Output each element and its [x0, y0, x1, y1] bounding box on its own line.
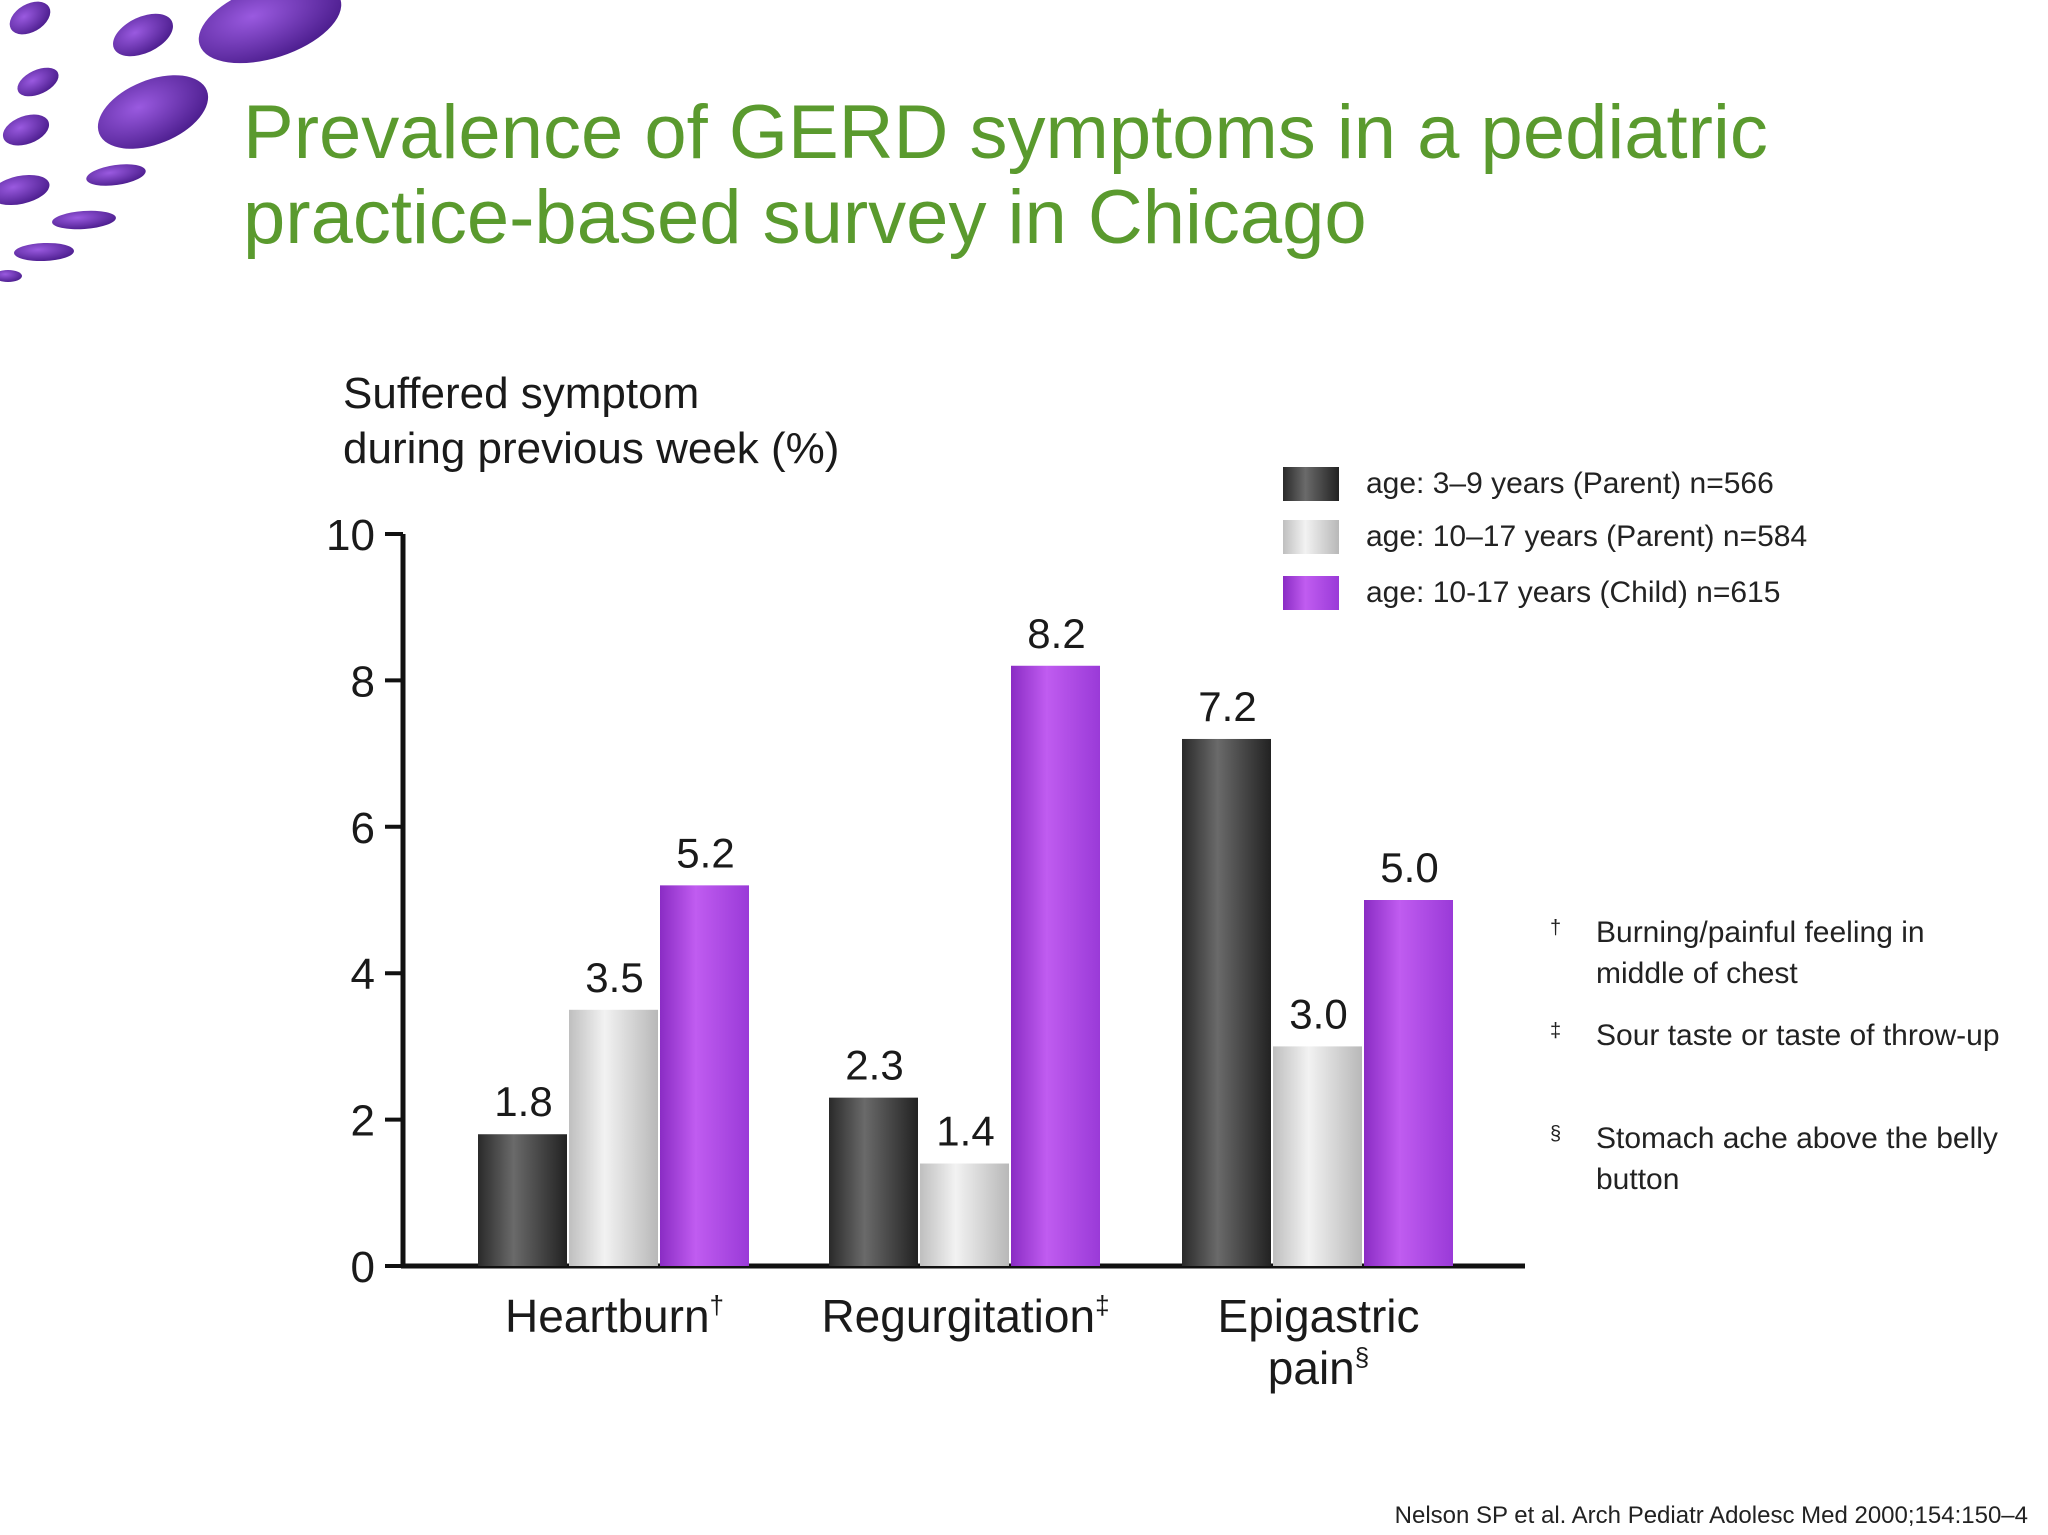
- category-label: pain§: [1268, 1342, 1369, 1394]
- bar-value-label: 1.4: [936, 1108, 994, 1155]
- bar-value-label: 3.0: [1289, 990, 1347, 1037]
- category-footnote-mark: ‡: [1095, 1290, 1109, 1320]
- bar-value-label: 3.5: [585, 954, 643, 1001]
- footnote-text: Stomach ache above the belly button: [1596, 1122, 1998, 1196]
- citation: Nelson SP et al. Arch Pediatr Adolesc Me…: [1394, 1502, 2028, 1529]
- bar: [660, 885, 749, 1266]
- y-tick-label: 4: [351, 950, 375, 999]
- category-footnote-mark: †: [710, 1290, 724, 1320]
- bar-value-label: 5.0: [1380, 844, 1438, 891]
- category-footnote-mark: §: [1355, 1342, 1369, 1372]
- legend-swatch-dark: [1283, 467, 1339, 501]
- footnote-text: Burning/painful feeling in middle of che…: [1596, 916, 1925, 990]
- bar: [478, 1134, 567, 1266]
- y-axis-label-line-1: Suffered symptom: [343, 369, 700, 418]
- legend-label: age: 10-17 years (Child) n=615: [1366, 576, 1781, 609]
- category-label: Heartburn†: [505, 1290, 724, 1342]
- bar: [1273, 1046, 1362, 1266]
- y-tick-label: 10: [326, 511, 375, 560]
- footnote-heartburn: † Burning/painful feeling in middle of c…: [1550, 912, 2020, 994]
- bar: [1364, 900, 1453, 1266]
- bar: [1182, 738, 1271, 1266]
- bar: [1011, 665, 1100, 1266]
- footnote-mark: †: [1550, 917, 1562, 939]
- slide-title-line-2: practice-based survey in Chicago: [243, 175, 1367, 260]
- chart-bars: 1.8 3.5 5.2 2.3 1.4 8.2 7.2 3.0 5.0: [478, 610, 1453, 1266]
- legend-item-parent-3-9: age: 3–9 years (Parent) n=566: [1283, 467, 1774, 501]
- bar: [829, 1097, 918, 1266]
- bar-value-label: 7.2: [1198, 683, 1256, 730]
- legend-item-parent-10-17: age: 10–17 years (Parent) n=584: [1283, 520, 1807, 554]
- bar: [569, 1009, 658, 1266]
- bar-value-label: 5.2: [676, 829, 734, 876]
- legend-swatch-light: [1283, 520, 1339, 554]
- logo-graphic: [0, 0, 342, 282]
- y-tick-label: 6: [351, 804, 375, 853]
- bar: [920, 1163, 1009, 1266]
- category-label: Epigastric: [1218, 1290, 1420, 1342]
- y-tick-label: 8: [351, 657, 375, 706]
- footnote-text: Sour taste or taste of throw-up: [1596, 1019, 2000, 1052]
- bar-value-label: 2.3: [845, 1042, 903, 1089]
- category-label: Regurgitation‡: [821, 1290, 1109, 1342]
- legend-swatch-purple: [1283, 576, 1339, 610]
- footnote-epigastric: § Stomach ache above the belly button: [1550, 1118, 2020, 1200]
- legend-item-child-10-17: age: 10-17 years (Child) n=615: [1283, 576, 1780, 610]
- slide-title-line-1: Prevalence of GERD symptoms in a pediatr…: [243, 90, 1768, 175]
- footnote-mark: §: [1550, 1123, 1562, 1145]
- legend-label: age: 10–17 years (Parent) n=584: [1366, 520, 1808, 553]
- bar-value-label: 8.2: [1027, 610, 1085, 657]
- bar-value-label: 1.8: [494, 1078, 552, 1125]
- y-tick-label: 0: [351, 1243, 375, 1292]
- legend-label: age: 3–9 years (Parent) n=566: [1366, 467, 1774, 500]
- footnote-mark: ‡: [1550, 1020, 1562, 1042]
- footnote-regurgitation: ‡ Sour taste or taste of throw-up: [1550, 1015, 2020, 1056]
- y-axis-label-line-2: during previous week (%): [343, 424, 840, 473]
- y-tick-label: 2: [351, 1097, 375, 1146]
